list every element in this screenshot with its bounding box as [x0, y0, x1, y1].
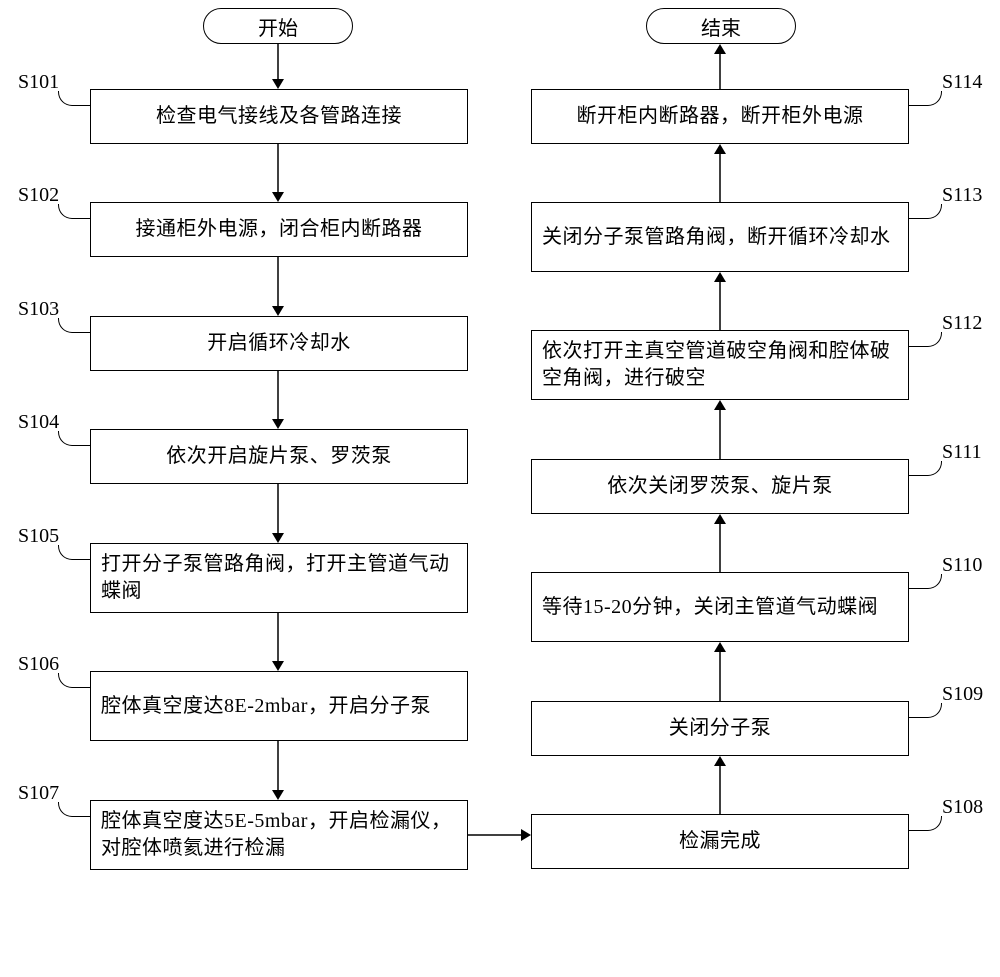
- step-S114: 断开柜内断路器，断开柜外电源: [531, 89, 909, 144]
- step-S107: 腔体真空度达5E-5mbar，开启检漏仪，对腔体喷氦进行检漏: [90, 800, 468, 870]
- step-S110: 等待15-20分钟，关闭主管道气动蝶阀: [531, 572, 909, 642]
- step-S104-text: 依次开启旋片泵、罗茨泵: [166, 443, 392, 470]
- ref-curve-S108: [909, 816, 942, 831]
- step-S109: 关闭分子泵: [531, 701, 909, 756]
- ref-curve-S111: [909, 461, 942, 476]
- label-S113: S113: [942, 184, 982, 207]
- label-S106: S106: [18, 653, 59, 676]
- step-S112: 依次打开主真空管道破空角阀和腔体破空角阀，进行破空: [531, 330, 909, 400]
- ref-curve-S107: [58, 802, 91, 817]
- label-S103: S103: [18, 298, 59, 321]
- ref-curve-S105: [58, 545, 91, 560]
- step-S112-text: 依次打开主真空管道破空角阀和腔体破空角阀，进行破空: [542, 338, 898, 392]
- ref-curve-S109: [909, 703, 942, 718]
- flowchart-canvas: 开始 结束检查电气接线及各管路连接 S101 接通柜外电源，闭合柜内断路器 S102 开启…: [0, 0, 1000, 977]
- step-S109-text: 关闭分子泵: [669, 715, 772, 742]
- label-S109: S109: [942, 683, 983, 706]
- ref-curve-S114: [909, 91, 942, 106]
- step-S111: 依次关闭罗茨泵、旋片泵: [531, 459, 909, 514]
- step-S101: 检查电气接线及各管路连接: [90, 89, 468, 144]
- end-terminal-text: 结束: [701, 12, 741, 41]
- label-S101: S101: [18, 71, 59, 94]
- ref-curve-S110: [909, 574, 942, 589]
- label-S102: S102: [18, 184, 59, 207]
- label-S104: S104: [18, 411, 59, 434]
- label-S111: S111: [942, 441, 982, 464]
- step-S110-text: 等待15-20分钟，关闭主管道气动蝶阀: [542, 594, 878, 621]
- label-S112: S112: [942, 312, 982, 335]
- step-S103: 开启循环冷却水: [90, 316, 468, 371]
- step-S107-text: 腔体真空度达5E-5mbar，开启检漏仪，对腔体喷氦进行检漏: [101, 808, 457, 862]
- step-S103-text: 开启循环冷却水: [207, 330, 351, 357]
- step-S113-text: 关闭分子泵管路角阀，断开循环冷却水: [542, 224, 891, 251]
- step-S104: 依次开启旋片泵、罗茨泵: [90, 429, 468, 484]
- step-S108: 检漏完成: [531, 814, 909, 869]
- ref-curve-S104: [58, 431, 91, 446]
- step-S114-text: 断开柜内断路器，断开柜外电源: [577, 103, 864, 130]
- step-S102-text: 接通柜外电源，闭合柜内断路器: [136, 216, 423, 243]
- ref-curve-S113: [909, 204, 942, 219]
- ref-curve-S106: [58, 673, 91, 688]
- step-S111-text: 依次关闭罗茨泵、旋片泵: [607, 473, 833, 500]
- step-S106: 腔体真空度达8E-2mbar，开启分子泵: [90, 671, 468, 741]
- step-S105-text: 打开分子泵管路角阀，打开主管道气动蝶阀: [101, 551, 457, 605]
- step-S106-text: 腔体真空度达8E-2mbar，开启分子泵: [101, 693, 431, 720]
- label-S105: S105: [18, 525, 59, 548]
- ref-curve-S103: [58, 318, 91, 333]
- step-S105: 打开分子泵管路角阀，打开主管道气动蝶阀: [90, 543, 468, 613]
- ref-curve-S102: [58, 204, 91, 219]
- label-S110: S110: [942, 554, 982, 577]
- ref-curve-S101: [58, 91, 91, 106]
- label-S107: S107: [18, 782, 59, 805]
- step-S113: 关闭分子泵管路角阀，断开循环冷却水: [531, 202, 909, 272]
- start-terminal-text: 开始: [258, 12, 298, 41]
- start-terminal: 开始: [203, 8, 353, 44]
- label-S108: S108: [942, 796, 983, 819]
- ref-curve-S112: [909, 332, 942, 347]
- step-S108-text: 检漏完成: [679, 828, 761, 855]
- end-terminal: 结束: [646, 8, 796, 44]
- step-S102: 接通柜外电源，闭合柜内断路器: [90, 202, 468, 257]
- step-S101-text: 检查电气接线及各管路连接: [156, 103, 402, 130]
- label-S114: S114: [942, 71, 982, 94]
